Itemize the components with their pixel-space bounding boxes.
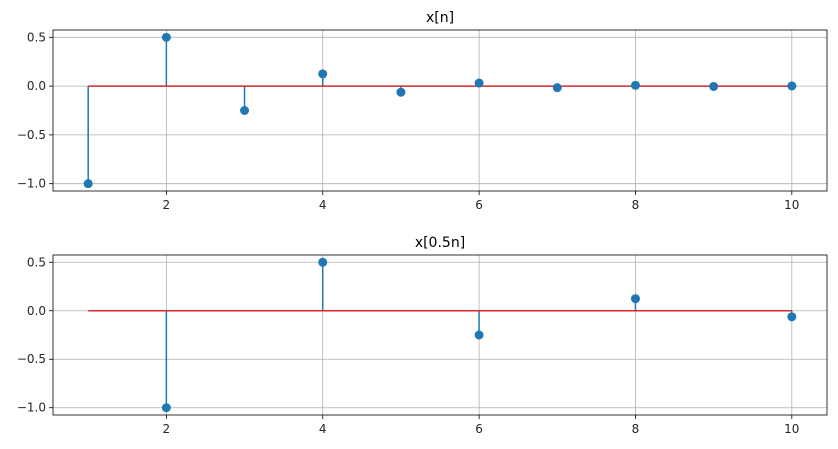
x-tick-label: 10 [784, 422, 799, 436]
subplot-bottom: 2 4 6 8 10 0.5 0.0 −0.5 −1.0 x[0.5n] [17, 235, 828, 436]
subplot-top: 2 4 6 8 10 0.5 0.0 −0.5 −1.0 x[n] [17, 10, 828, 212]
stem-marker [318, 257, 328, 267]
y-tick-label: 0.0 [27, 79, 46, 93]
chart-title: x[n] [426, 10, 454, 26]
x-tick-label: 4 [319, 422, 327, 436]
stem-marker [552, 83, 562, 93]
x-tick-label: 10 [784, 198, 799, 212]
chart-title: x[0.5n] [415, 235, 465, 251]
x-tick-label: 2 [163, 422, 171, 436]
y-tick-label: 0.5 [27, 30, 46, 44]
stem-marker [318, 69, 328, 79]
stem-marker [474, 78, 484, 88]
x-tick-label: 8 [632, 198, 640, 212]
stem-marker [787, 312, 797, 322]
y-tick-label: −0.5 [17, 128, 46, 142]
y-tick-label: 0.5 [27, 255, 46, 269]
y-tick-label: −1.0 [17, 401, 46, 415]
stem-marker [474, 330, 484, 340]
x-tick-label: 4 [319, 198, 327, 212]
x-tick-label: 6 [475, 198, 483, 212]
y-tick-label: −0.5 [17, 352, 46, 366]
y-tick-label: 0.0 [27, 304, 46, 318]
stem-marker [396, 87, 406, 97]
x-tick-label: 6 [475, 422, 483, 436]
stem-marker [240, 106, 250, 115]
x-tick-label: 2 [163, 198, 171, 212]
stem-marker [630, 294, 640, 304]
axes-frame [52, 29, 828, 192]
stem-marker [161, 32, 171, 42]
stem-marker [709, 81, 719, 91]
stem-marker [630, 80, 640, 90]
stem-marker [83, 179, 93, 189]
x-tick-label: 8 [632, 422, 640, 436]
y-tick-label: −1.0 [17, 177, 46, 191]
stem-marker [161, 403, 171, 413]
axes-frame [52, 254, 828, 416]
stem-marker [787, 81, 797, 91]
